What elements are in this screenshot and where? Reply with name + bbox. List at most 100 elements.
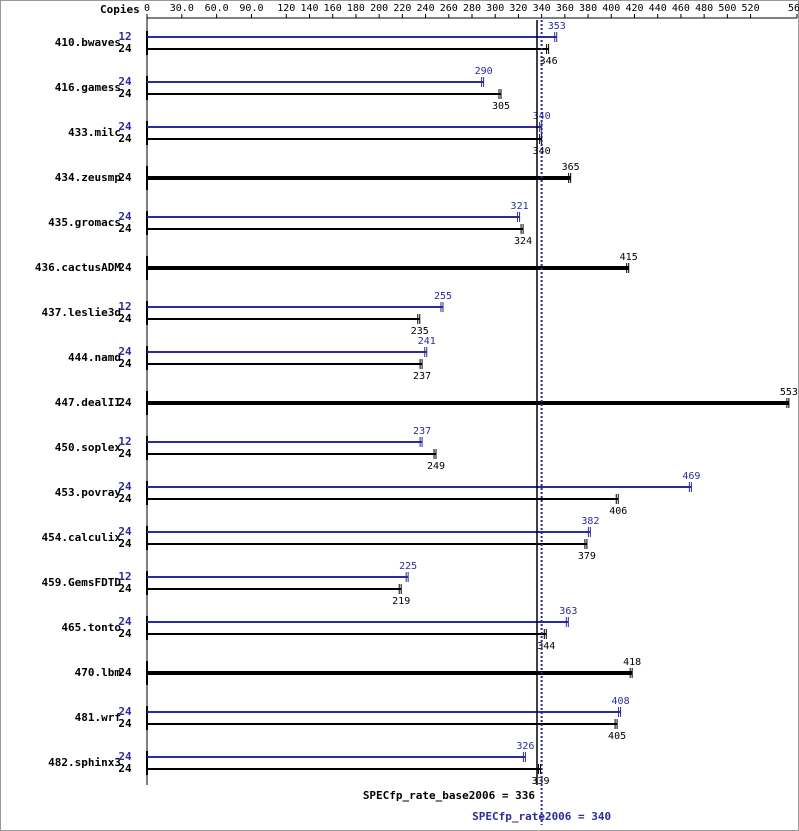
x-tick-label: 300 bbox=[486, 3, 504, 14]
x-tick-label: 60.0 bbox=[205, 3, 229, 14]
x-tick-label: 160 bbox=[324, 3, 342, 14]
copies-label: 24 bbox=[118, 120, 132, 133]
benchmark-label: 454.calculix bbox=[42, 531, 122, 544]
x-tick-label: 480 bbox=[695, 3, 713, 14]
copies-label: 24 bbox=[118, 666, 132, 679]
x-tick-label: 240 bbox=[417, 3, 435, 14]
value-label: 237 bbox=[413, 426, 431, 437]
copies-label: 24 bbox=[118, 627, 132, 640]
copies-label: 12 bbox=[118, 30, 131, 43]
benchmark-label: 453.povray bbox=[55, 486, 122, 499]
value-label: 241 bbox=[418, 336, 436, 347]
copies-label: 24 bbox=[118, 222, 132, 235]
benchmark-label: 450.soplex bbox=[55, 441, 122, 454]
copies-label: 24 bbox=[118, 396, 132, 409]
value-label: 418 bbox=[623, 657, 641, 668]
value-label: 219 bbox=[392, 596, 410, 607]
copies-label: 24 bbox=[118, 615, 132, 628]
benchmark-label: 465.tonto bbox=[61, 621, 121, 634]
copies-label: 24 bbox=[118, 525, 132, 538]
copies-label: 24 bbox=[118, 357, 132, 370]
x-tick-label: 460 bbox=[672, 3, 690, 14]
value-label: 339 bbox=[531, 776, 549, 787]
value-label: 379 bbox=[578, 551, 596, 562]
x-tick-label: 320 bbox=[509, 3, 527, 14]
copies-header: Copies bbox=[100, 3, 140, 16]
value-label: 321 bbox=[511, 201, 529, 212]
benchmark-label: 436.cactusADM bbox=[35, 261, 121, 274]
x-tick-label: 420 bbox=[625, 3, 643, 14]
benchmark-label: 433.milc bbox=[68, 126, 121, 139]
benchmark-label: 447.dealII bbox=[55, 396, 121, 409]
benchmark-label: 470.lbm bbox=[75, 666, 122, 679]
copies-label: 24 bbox=[118, 705, 132, 718]
x-tick-label: 360 bbox=[556, 3, 574, 14]
value-label: 346 bbox=[540, 56, 558, 67]
x-tick-label: 220 bbox=[393, 3, 411, 14]
x-tick-label: 120 bbox=[277, 3, 295, 14]
benchmark-label: 444.namd bbox=[68, 351, 121, 364]
copies-label: 24 bbox=[118, 447, 132, 460]
benchmark-label: 434.zeusmp bbox=[55, 171, 122, 184]
copies-label: 24 bbox=[118, 261, 132, 274]
benchmark-label: 410.bwaves bbox=[55, 36, 121, 49]
copies-label: 12 bbox=[118, 435, 131, 448]
value-label: 249 bbox=[427, 461, 445, 472]
value-label: 553 bbox=[780, 387, 798, 398]
benchmark-label: 416.gamess bbox=[55, 81, 121, 94]
x-tick-label: 30.0 bbox=[170, 3, 194, 14]
copies-label: 12 bbox=[118, 570, 131, 583]
benchmark-label: 459.GemsFDTD bbox=[42, 576, 122, 589]
copies-label: 24 bbox=[118, 42, 132, 55]
x-tick-label: 340 bbox=[533, 3, 551, 14]
value-label: 353 bbox=[548, 21, 566, 32]
x-tick-label: 440 bbox=[649, 3, 667, 14]
x-tick-label: 180 bbox=[347, 3, 365, 14]
copies-label: 24 bbox=[118, 171, 132, 184]
copies-label: 24 bbox=[118, 87, 132, 100]
benchmark-label: 481.wrf bbox=[75, 711, 121, 724]
value-label: 235 bbox=[411, 326, 429, 337]
copies-label: 24 bbox=[118, 210, 132, 223]
x-tick-label: 140 bbox=[300, 3, 318, 14]
copies-label: 24 bbox=[118, 345, 132, 358]
value-label: 326 bbox=[516, 741, 534, 752]
value-label: 324 bbox=[514, 236, 532, 247]
x-tick-label: 0 bbox=[144, 3, 150, 14]
reference-label: SPECfp_rate_base2006 = 336 bbox=[363, 789, 536, 802]
value-label: 415 bbox=[620, 252, 638, 263]
copies-label: 12 bbox=[118, 300, 131, 313]
value-label: 255 bbox=[434, 291, 452, 302]
benchmark-label: 435.gromacs bbox=[48, 216, 121, 229]
value-label: 406 bbox=[609, 506, 627, 517]
value-label: 225 bbox=[399, 561, 417, 572]
value-label: 408 bbox=[612, 696, 630, 707]
x-tick-label: 200 bbox=[370, 3, 388, 14]
copies-label: 24 bbox=[118, 75, 132, 88]
value-label: 365 bbox=[562, 162, 580, 173]
copies-label: 24 bbox=[118, 312, 132, 325]
value-label: 344 bbox=[537, 641, 555, 652]
x-tick-label: 260 bbox=[440, 3, 458, 14]
value-label: 469 bbox=[682, 471, 700, 482]
x-tick-label: 380 bbox=[579, 3, 597, 14]
value-label: 290 bbox=[475, 66, 493, 77]
copies-label: 24 bbox=[118, 762, 132, 775]
copies-label: 24 bbox=[118, 750, 132, 763]
copies-label: 24 bbox=[118, 480, 132, 493]
copies-label: 24 bbox=[118, 717, 132, 730]
x-tick-label: 520 bbox=[742, 3, 760, 14]
copies-label: 24 bbox=[118, 492, 132, 505]
x-tick-label: 560 bbox=[788, 3, 799, 14]
x-tick-label: 90.0 bbox=[239, 3, 263, 14]
copies-label: 24 bbox=[118, 582, 132, 595]
x-tick-label: 400 bbox=[602, 3, 620, 14]
copies-label: 24 bbox=[118, 537, 132, 550]
reference-label: SPECfp_rate2006 = 340 bbox=[472, 810, 611, 823]
value-label: 305 bbox=[492, 101, 510, 112]
benchmark-label: 482.sphinx3 bbox=[48, 756, 121, 769]
value-label: 405 bbox=[608, 731, 626, 742]
value-label: 340 bbox=[533, 146, 551, 157]
x-tick-label: 500 bbox=[718, 3, 736, 14]
